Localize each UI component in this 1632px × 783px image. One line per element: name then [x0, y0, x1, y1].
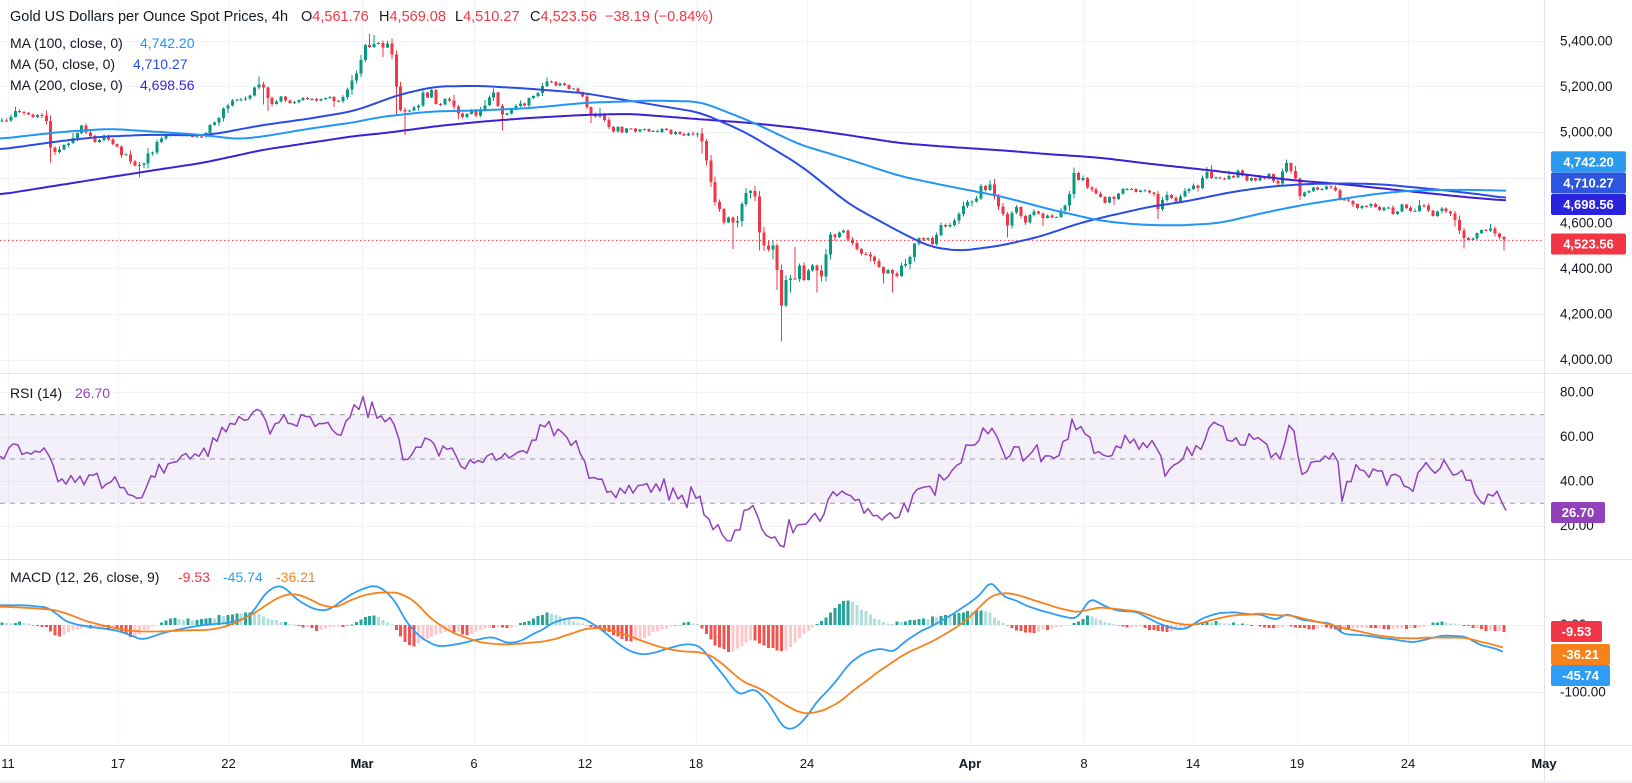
svg-text:19: 19 — [1290, 756, 1304, 771]
svg-text:4,698.56: 4,698.56 — [140, 77, 195, 93]
svg-text:11: 11 — [1, 756, 15, 771]
svg-text:-100.00: -100.00 — [1560, 684, 1606, 699]
svg-text:-36.21: -36.21 — [276, 569, 316, 585]
svg-text:4,000.00: 4,000.00 — [1560, 352, 1613, 367]
svg-text:4,523.56: 4,523.56 — [1563, 237, 1614, 252]
svg-text:6: 6 — [470, 756, 477, 771]
svg-text:MACD (12, 26, close, 9): MACD (12, 26, close, 9) — [10, 569, 159, 585]
svg-text:5,400.00: 5,400.00 — [1560, 33, 1613, 48]
svg-text:-45.74: -45.74 — [1562, 668, 1600, 683]
svg-text:60.00: 60.00 — [1560, 429, 1594, 444]
svg-text:4,710.27: 4,710.27 — [1563, 176, 1614, 191]
svg-text:L4,510.27: L4,510.27 — [455, 9, 520, 25]
svg-text:4,600.00: 4,600.00 — [1560, 215, 1613, 230]
svg-text:24: 24 — [1401, 756, 1415, 771]
svg-text:-45.74: -45.74 — [223, 569, 263, 585]
svg-text:5,000.00: 5,000.00 — [1560, 124, 1613, 139]
svg-text:Mar: Mar — [350, 756, 373, 771]
svg-text:C4,523.56: C4,523.56 — [530, 9, 597, 25]
svg-text:4,200.00: 4,200.00 — [1560, 306, 1613, 321]
svg-text:26.70: 26.70 — [1562, 505, 1595, 520]
svg-text:4,698.56: 4,698.56 — [1563, 197, 1614, 212]
svg-text:4,742.20: 4,742.20 — [1563, 154, 1614, 169]
svg-text:40.00: 40.00 — [1560, 473, 1594, 488]
svg-text:-9.53: -9.53 — [178, 569, 210, 585]
svg-text:14: 14 — [1186, 756, 1200, 771]
svg-text:H4,569.08: H4,569.08 — [379, 9, 446, 25]
svg-text:18: 18 — [689, 756, 703, 771]
svg-text:-36.21: -36.21 — [1562, 647, 1599, 662]
svg-text:MA (100, close, 0): MA (100, close, 0) — [10, 35, 123, 51]
svg-text:MA (50, close, 0): MA (50, close, 0) — [10, 56, 115, 72]
svg-text:Apr: Apr — [959, 756, 981, 771]
svg-text:MA (200, close, 0): MA (200, close, 0) — [10, 77, 123, 93]
svg-text:4,400.00: 4,400.00 — [1560, 261, 1613, 276]
svg-text:May: May — [1531, 756, 1557, 771]
svg-text:4,742.20: 4,742.20 — [140, 35, 195, 51]
svg-text:-9.53: -9.53 — [1562, 624, 1592, 639]
svg-text:8: 8 — [1080, 756, 1087, 771]
svg-text:−38.19 (−0.84%): −38.19 (−0.84%) — [605, 9, 713, 25]
svg-text:22: 22 — [221, 756, 235, 771]
svg-text:26.70: 26.70 — [75, 385, 110, 401]
svg-text:Gold US Dollars per Ounce Spot: Gold US Dollars per Ounce Spot Prices, 4… — [10, 9, 288, 25]
svg-text:12: 12 — [578, 756, 592, 771]
svg-text:RSI (14): RSI (14) — [10, 385, 62, 401]
svg-text:4,710.27: 4,710.27 — [133, 56, 188, 72]
svg-text:5,200.00: 5,200.00 — [1560, 79, 1613, 94]
svg-text:O4,561.76: O4,561.76 — [301, 9, 369, 25]
svg-text:80.00: 80.00 — [1560, 385, 1594, 400]
svg-text:24: 24 — [800, 756, 814, 771]
svg-text:17: 17 — [111, 756, 125, 771]
